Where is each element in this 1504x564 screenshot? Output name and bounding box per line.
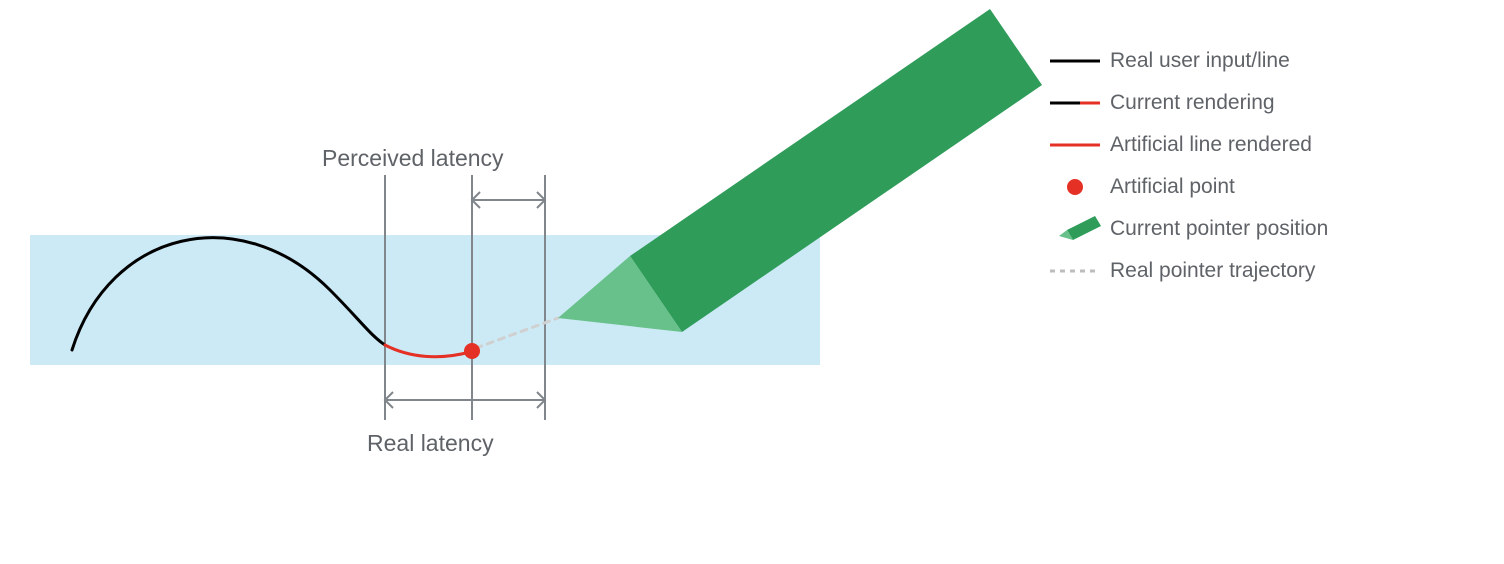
legend-icon xyxy=(1040,166,1110,208)
legend-label: Current rendering xyxy=(1110,91,1275,115)
legend-row: Real user input/line xyxy=(1040,40,1328,82)
legend-label: Real user input/line xyxy=(1110,49,1290,73)
legend-icon xyxy=(1040,82,1110,124)
legend-icon xyxy=(1040,124,1110,166)
diagram-stage: Perceived latency Real latency Real user… xyxy=(0,0,1504,564)
legend-icon xyxy=(1040,40,1110,82)
pencil-body xyxy=(630,9,1042,332)
legend-label: Real pointer trajectory xyxy=(1110,259,1315,283)
legend-row: Artificial point xyxy=(1040,166,1328,208)
legend-icon xyxy=(1040,250,1110,292)
real-latency-arrow xyxy=(385,392,545,408)
legend-label: Artificial line rendered xyxy=(1110,133,1312,157)
legend: Real user input/line Current rendering Art… xyxy=(1040,40,1328,292)
legend-row: Current rendering xyxy=(1040,82,1328,124)
legend-row: Current pointer position xyxy=(1040,208,1328,250)
artificial-point xyxy=(464,343,480,359)
perceived-latency-label: Perceived latency xyxy=(322,145,504,172)
legend-label: Artificial point xyxy=(1110,175,1235,199)
legend-row: Artificial line rendered xyxy=(1040,124,1328,166)
real-latency-label: Real latency xyxy=(367,430,494,457)
perceived-latency-arrow xyxy=(472,192,545,208)
legend-label: Current pointer position xyxy=(1110,217,1328,241)
legend-row: Real pointer trajectory xyxy=(1040,250,1328,292)
legend-icon xyxy=(1040,208,1110,250)
